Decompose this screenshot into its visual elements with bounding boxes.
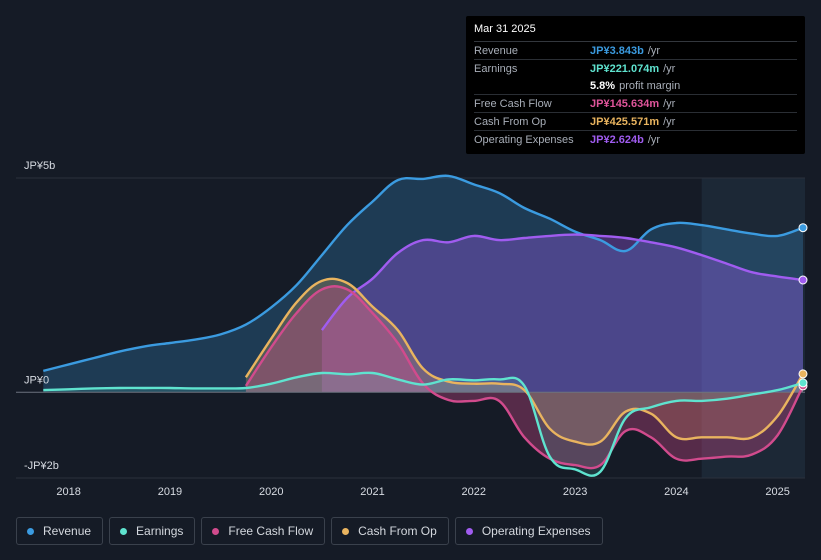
cash-from-op-line (244, 277, 805, 446)
tooltip-label: Cash From Op (474, 115, 547, 128)
tooltip-label: Earnings (474, 62, 518, 75)
x-axis-tick-label: 2021 (360, 486, 384, 498)
y-axis-tick-label: JP¥5b (24, 160, 55, 172)
revenue-dot-icon (27, 527, 34, 535)
cash-from-op-end-point (798, 369, 808, 379)
revenue-area (43, 175, 804, 393)
tooltip-value: 5.8% (590, 79, 616, 92)
legend-item-revenue[interactable]: Revenue (16, 517, 104, 545)
free-cash-flow-dot-icon (212, 527, 220, 535)
tooltip-row-profit-margin: 5.8% profit margin (474, 77, 797, 95)
tooltip-row-operating-expenses: Operating Expenses JP¥2.624b /yr (474, 131, 797, 148)
tooltip-unit: /yr (663, 62, 676, 75)
earnings-end-point (798, 378, 808, 388)
y-axis-tick-label: -JP¥2b (24, 460, 59, 472)
earnings-dot-icon (120, 527, 128, 535)
x-axis-tick-label: 2025 (765, 486, 789, 498)
x-axis-tick-label: 2018 (56, 486, 80, 498)
legend-label: Cash From Op (358, 524, 437, 538)
earnings-line (43, 371, 804, 477)
tooltip-value: JP¥2.624b (590, 133, 644, 146)
y-axis-tick-label: JP¥0 (24, 374, 49, 386)
tooltip-value: JP¥145.634m (590, 97, 660, 110)
x-axis-tick-label: 2020 (259, 486, 283, 498)
legend: Revenue Earnings Free Cash Flow Cash Fro… (16, 517, 603, 547)
tooltip-row-free-cash-flow: Free Cash Flow JP¥145.634m /yr (474, 95, 797, 113)
free-cash-flow-line (244, 285, 805, 470)
chart-svg: JP¥5b JP¥0 -JP¥2b 2018 2019 2020 2021 2022 2023 2… (16, 160, 808, 498)
cash-from-op-dot-icon (342, 527, 350, 535)
tooltip-value: JP¥3.843b (590, 44, 644, 57)
tooltip-row-revenue: Revenue JP¥3.843b /yr (474, 42, 797, 60)
legend-item-cash-from-op[interactable]: Cash From Op (331, 517, 449, 545)
legend-label: Free Cash Flow (228, 524, 314, 538)
x-axis-tick-label: 2023 (563, 486, 587, 498)
operating-expenses-end-point (798, 275, 808, 285)
free-cash-flow-area (245, 286, 803, 469)
tooltip-label: Revenue (474, 44, 519, 57)
tooltip-label: Operating Expenses (474, 133, 574, 146)
tooltip-row-cash-from-op: Cash From Op JP¥425.571m /yr (474, 113, 797, 131)
tooltip-label: Free Cash Flow (474, 97, 552, 110)
tooltip-unit: /yr (647, 133, 661, 146)
revenue-line (42, 174, 804, 373)
tooltip-panel: Mar 31 2025 Revenue JP¥3.843b /yr Earnin… (466, 16, 805, 154)
operating-expenses-line (320, 233, 804, 331)
revenue-end-point (798, 223, 808, 233)
legend-item-operating-expenses[interactable]: Operating Expenses (454, 517, 603, 545)
legend-item-free-cash-flow[interactable]: Free Cash Flow (201, 517, 326, 545)
tooltip-date: Mar 31 2025 (474, 23, 797, 42)
legend-label: Operating Expenses (481, 524, 591, 538)
x-axis-tick-label: 2022 (462, 486, 486, 498)
tooltip-value: JP¥221.074m (590, 62, 660, 75)
tooltip-unit: profit margin (619, 79, 681, 92)
x-axis-tick-label: 2019 (158, 486, 182, 498)
legend-label: Earnings (136, 524, 184, 538)
tooltip-unit: /yr (663, 115, 676, 128)
x-axis-tick-label: 2024 (664, 486, 688, 498)
legend-label: Revenue (43, 524, 92, 538)
legend-item-earnings[interactable]: Earnings (109, 517, 196, 545)
tooltip-row-earnings: Earnings JP¥221.074m /yr (474, 60, 797, 77)
operating-expenses-area (321, 234, 803, 393)
earnings-area (43, 372, 804, 476)
operating-expenses-dot-icon (465, 527, 473, 535)
tooltip-unit: /yr (663, 97, 676, 110)
tooltip-value: JP¥425.571m (590, 115, 660, 128)
tooltip-unit: /yr (647, 44, 661, 57)
